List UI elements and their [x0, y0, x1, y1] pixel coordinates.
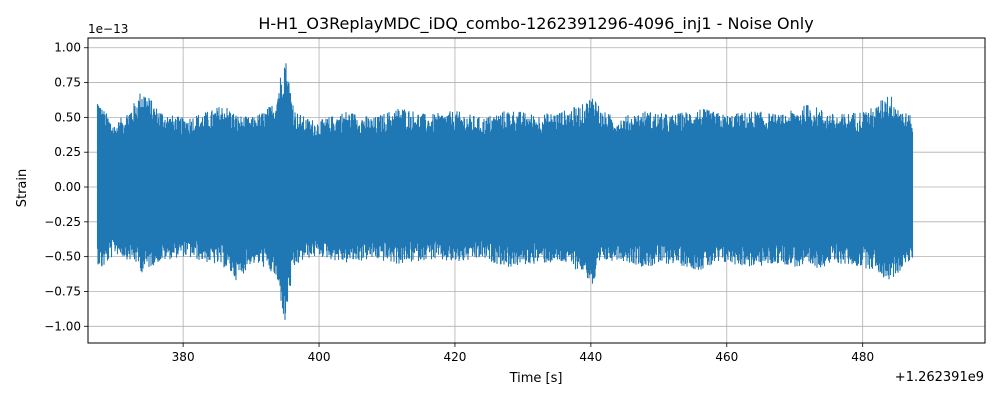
- y-tick-label: −0.50: [44, 250, 81, 264]
- data-series: [96, 63, 914, 320]
- x-tick-label: 480: [851, 350, 874, 364]
- x-axis-label: Time [s]: [509, 371, 563, 386]
- y-tick-label: −1.00: [44, 319, 81, 333]
- y-tick-label: −0.25: [44, 215, 81, 229]
- y-tick-label: 0.25: [54, 145, 81, 159]
- y-tick-label: 0.50: [54, 110, 81, 124]
- y-scale-label: 1e−13: [88, 22, 128, 36]
- y-axis-label: Strain: [15, 169, 30, 208]
- x-tick-label: 460: [715, 350, 738, 364]
- x-tick-label: 380: [172, 350, 195, 364]
- strain-series-line: [96, 63, 914, 320]
- x-tick-label: 400: [308, 350, 331, 364]
- axes: 380 400 420 440 460 480 −1.00 −0.75 −0.50 −0.25 0.…: [44, 37, 986, 364]
- x-tick-label: 440: [579, 350, 602, 364]
- x-tick-label: 420: [444, 350, 467, 364]
- chart-title: H-H1_O3ReplayMDC_iDQ_combo-1262391296-40…: [258, 14, 813, 34]
- y-tick-label: −0.75: [44, 284, 81, 298]
- plot-frame: [87, 37, 986, 344]
- x-offset-label: +1.262391e9: [895, 370, 984, 385]
- y-tick-label: 1.00: [54, 41, 81, 55]
- y-tick-label: 0.75: [54, 76, 81, 90]
- y-tick-label: 0.00: [54, 180, 81, 194]
